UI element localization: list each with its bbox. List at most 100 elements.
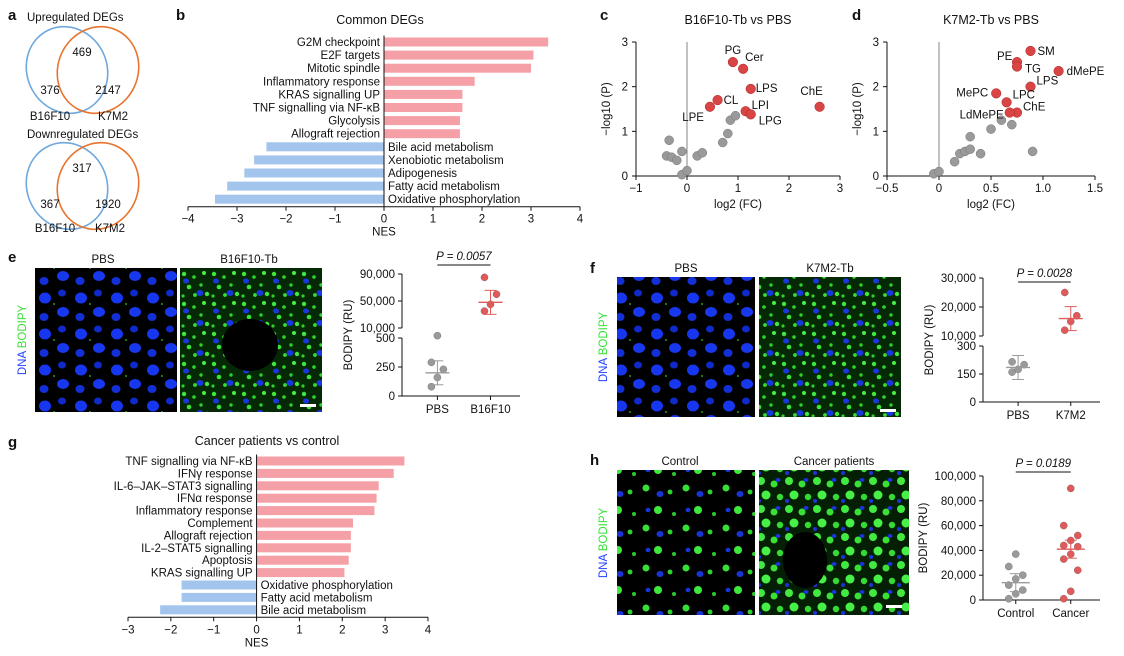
img-f-left-label: PBS	[674, 263, 697, 275]
panel-a: a Upregulated DEGs 469 376 2147 B16F10 K…	[8, 7, 140, 235]
bar	[256, 543, 351, 553]
panel-label-a: a	[8, 7, 17, 24]
bar	[181, 580, 257, 590]
data-point	[1012, 550, 1020, 558]
data-point	[965, 144, 975, 154]
bar-label: G2M checkpoint	[297, 37, 381, 49]
point-label: ChE	[800, 86, 823, 98]
data-point	[975, 148, 986, 159]
data-point	[1008, 358, 1016, 366]
data-point	[682, 165, 692, 176]
data-point	[934, 166, 944, 177]
y-tick-label: 1	[622, 126, 628, 138]
panel-label-d: d	[852, 7, 861, 24]
data-point	[986, 124, 996, 134]
y-tick-label: 0	[622, 171, 628, 183]
venn-up-overlap: 469	[72, 47, 91, 59]
y-tick-label: 3	[873, 37, 879, 49]
venn-up-right-label: K7M2	[98, 111, 128, 123]
x-tick-label: PBS	[426, 404, 449, 416]
data-point	[730, 110, 741, 121]
y-tick-label: 0	[970, 397, 976, 409]
micrograph-h-control	[617, 470, 755, 615]
img-e-left-label: PBS	[91, 254, 114, 266]
bar-label: IL-6–JAK–STAT3 signalling	[114, 481, 253, 493]
panel-label-f: f	[590, 260, 596, 277]
x-tick-label: Cancer	[1052, 608, 1089, 620]
y-axis-label: BODIPY (RU)	[343, 299, 355, 370]
x-axis-label: log2 (FC)	[714, 199, 762, 211]
y-tick-label: 0	[970, 595, 976, 607]
panel-label-g: g	[8, 434, 17, 451]
point-label: LdMePE	[960, 110, 1004, 122]
venn-up-k7m2-circle	[56, 25, 140, 115]
data-point	[723, 128, 733, 139]
img-e-channel-label: DNA BODIPY	[17, 305, 29, 376]
point-label: LPS	[1037, 76, 1059, 88]
venn-up-left-count: 376	[40, 85, 59, 97]
x-tick-label: −3	[230, 214, 243, 226]
data-point	[1005, 562, 1013, 571]
bar-label: Bile acid metabolism	[388, 142, 493, 154]
x-axis-label: log2 (FC)	[967, 199, 1015, 211]
point-label: SM	[1038, 46, 1055, 58]
point-label: PG	[725, 45, 742, 57]
data-point	[697, 148, 708, 158]
x-tick-label: 1	[430, 214, 436, 226]
y-axis-label: −log10 (P)	[852, 82, 864, 136]
y-tick-label: 10,000	[360, 323, 395, 335]
x-tick-label: 4	[577, 214, 584, 226]
bar	[181, 592, 257, 602]
y-tick-label: 500	[376, 333, 395, 345]
data-point	[427, 382, 436, 391]
y-tick-label: 20,000	[941, 302, 976, 314]
panel-label-h: h	[590, 452, 599, 469]
img-e-right-label: B16F10-Tb	[220, 254, 278, 266]
bar	[384, 76, 475, 86]
chart-title: B16F10-Tb vs PBS	[685, 13, 792, 27]
data-point	[677, 146, 687, 157]
bar-label: KRAS signalling UP	[278, 89, 380, 101]
scale-bar-e	[300, 404, 316, 407]
data-point	[1060, 595, 1068, 603]
y-axis-label: −log10 (P)	[601, 82, 613, 136]
micrograph-f-k7m2	[759, 277, 901, 417]
bar-label: Glycolysis	[328, 116, 380, 128]
bar-label: TNF signalling via NF-κB	[253, 103, 380, 115]
x-tick-label: 3	[837, 183, 843, 195]
micrograph-h-cancer	[759, 470, 909, 615]
scale-bar-h	[886, 605, 902, 608]
x-tick-label: 1.5	[1087, 183, 1103, 195]
data-point	[433, 331, 442, 340]
chart-title: K7M2-Tb vs PBS	[943, 13, 1039, 27]
data-point	[672, 155, 682, 166]
img-f-right-label: K7M2-Tb	[806, 263, 853, 275]
bar-label: Mitotic spindle	[307, 63, 380, 75]
data-point	[480, 273, 489, 282]
bar	[384, 37, 549, 47]
chart-bodipy-k7m2: 10,000 20,000 30,000 0 150 300 BODIPY (RU) P = …	[924, 268, 1100, 422]
data-point	[1027, 146, 1038, 157]
x-tick-label: 1	[735, 183, 741, 195]
venn-down-right-count: 1920	[95, 199, 121, 211]
data-point	[1067, 484, 1075, 493]
venn-down-right-label: K7M2	[95, 223, 125, 235]
chart-title: Cancer patients vs control	[195, 434, 340, 448]
x-tick-label: −0.5	[876, 183, 899, 195]
chart-cancer-patients-nes: Cancer patients vs control TNF signalling…	[114, 434, 432, 649]
panel-label-c: c	[600, 7, 608, 24]
data-point-highlight	[1011, 61, 1023, 72]
bar-label: Inflammatory response	[136, 506, 253, 518]
x-tick-label: −1	[629, 183, 642, 195]
x-tick-label: 0	[253, 624, 259, 636]
bar-label: Inflammatory response	[263, 76, 380, 88]
x-tick-label: 0	[684, 183, 690, 195]
data-point	[492, 290, 501, 298]
bar	[254, 155, 384, 165]
venn-down-title: Downregulated DEGs	[27, 129, 138, 141]
y-tick-label: 80,000	[941, 496, 976, 508]
data-point-highlight	[1001, 97, 1012, 108]
data-point	[1019, 586, 1027, 594]
data-point	[717, 137, 728, 148]
